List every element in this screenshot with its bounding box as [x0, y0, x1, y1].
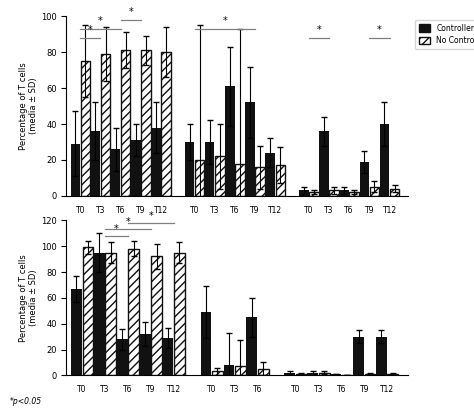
- Bar: [81, 61, 90, 196]
- Bar: [225, 86, 235, 196]
- Bar: [128, 249, 139, 375]
- Bar: [224, 365, 234, 375]
- Bar: [380, 124, 389, 196]
- Bar: [151, 128, 161, 196]
- Bar: [174, 253, 185, 375]
- Bar: [265, 153, 275, 196]
- Bar: [370, 187, 379, 196]
- Bar: [319, 373, 329, 375]
- Bar: [201, 312, 211, 375]
- Bar: [117, 339, 128, 375]
- Text: *: *: [114, 224, 119, 234]
- Bar: [353, 337, 364, 375]
- Bar: [275, 165, 285, 196]
- Text: *p<0.05: *p<0.05: [9, 397, 42, 406]
- Bar: [309, 192, 319, 196]
- Text: *: *: [126, 217, 130, 227]
- Bar: [185, 142, 194, 196]
- Bar: [94, 253, 105, 375]
- Bar: [330, 374, 341, 375]
- Bar: [71, 289, 82, 375]
- Text: *: *: [88, 25, 93, 35]
- Bar: [105, 253, 116, 375]
- Bar: [339, 191, 349, 196]
- Text: *: *: [222, 16, 227, 26]
- Text: *: *: [128, 7, 133, 17]
- Bar: [246, 317, 257, 375]
- Bar: [131, 140, 141, 196]
- Text: *: *: [377, 25, 382, 35]
- Bar: [296, 374, 307, 375]
- Text: CD4/IFNγ: CD4/IFNγ: [105, 250, 146, 259]
- Y-axis label: Percentage of T cells
(media ± SD): Percentage of T cells (media ± SD): [18, 254, 38, 342]
- Bar: [360, 162, 369, 196]
- Bar: [195, 160, 204, 196]
- Bar: [319, 131, 328, 196]
- Bar: [390, 188, 399, 196]
- Text: *: *: [317, 25, 321, 35]
- Bar: [71, 144, 80, 196]
- Bar: [246, 102, 255, 196]
- Bar: [307, 373, 318, 375]
- Text: *: *: [98, 16, 103, 26]
- Bar: [255, 167, 265, 196]
- Bar: [121, 51, 130, 196]
- Bar: [205, 142, 214, 196]
- Bar: [101, 54, 110, 196]
- Bar: [365, 374, 375, 375]
- Text: *: *: [148, 211, 153, 221]
- Bar: [163, 338, 173, 375]
- Bar: [91, 131, 100, 196]
- Bar: [111, 149, 120, 196]
- Bar: [140, 334, 151, 375]
- Bar: [299, 191, 309, 196]
- Bar: [387, 374, 398, 375]
- Bar: [212, 371, 223, 375]
- Bar: [284, 373, 295, 375]
- Bar: [161, 52, 171, 196]
- Bar: [215, 156, 225, 196]
- Bar: [141, 51, 151, 196]
- Bar: [82, 247, 93, 375]
- Bar: [376, 337, 387, 375]
- Legend: Controllers, No Controllers: Controllers, No Controllers: [415, 20, 474, 49]
- Text: CD4/IL2: CD4/IL2: [222, 250, 257, 259]
- Bar: [151, 257, 162, 375]
- Bar: [329, 191, 339, 196]
- Y-axis label: Percentage of T cells
(media ± SD): Percentage of T cells (media ± SD): [18, 62, 38, 150]
- Bar: [235, 164, 245, 196]
- Bar: [349, 192, 359, 196]
- Text: CD4 IFNγ/IL2: CD4 IFNγ/IL2: [325, 250, 383, 259]
- Bar: [258, 369, 269, 375]
- Bar: [235, 366, 246, 375]
